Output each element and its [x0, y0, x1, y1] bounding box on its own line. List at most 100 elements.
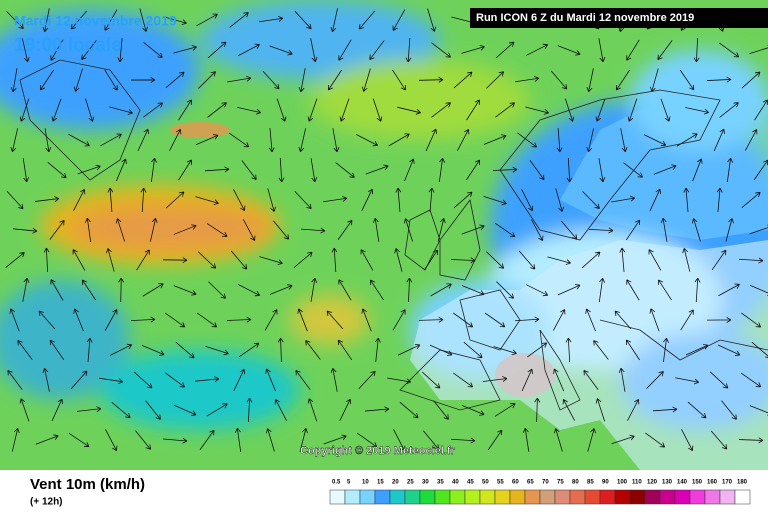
- wind-arrow: [163, 16, 187, 25]
- wind-arrow: [749, 405, 768, 416]
- wind-arrow: [137, 128, 149, 152]
- wind-arrow: [49, 220, 65, 240]
- wind-arrow: [562, 399, 575, 421]
- wind-arrow: [461, 44, 485, 54]
- wind-arrow: [581, 251, 601, 269]
- wind-arrow: [495, 102, 515, 118]
- wind-arrow: [238, 342, 260, 358]
- wind-arrow: [682, 248, 691, 272]
- wind-arrow: [310, 38, 318, 63]
- wind-arrow: [72, 249, 86, 271]
- wind-arrow: [104, 69, 118, 91]
- wind-arrow: [560, 220, 578, 240]
- wind-arrow: [461, 285, 485, 296]
- wind-arrow: [431, 102, 451, 118]
- wind-arrow: [165, 372, 186, 388]
- wind-arrow: [369, 40, 385, 60]
- wind-arrow: [337, 339, 353, 361]
- wind-arrow: [196, 13, 218, 27]
- wind-arrow: [598, 158, 606, 183]
- legend-label: 170: [722, 480, 733, 486]
- wind-arrow: [274, 399, 287, 421]
- wind-arrow: [553, 368, 565, 392]
- wind-arrow: [593, 340, 609, 360]
- wind-arrow: [164, 312, 186, 328]
- wind-arrow: [233, 189, 246, 212]
- wind-arrow: [77, 406, 102, 413]
- wind-arrow: [495, 41, 515, 59]
- wind-arrow: [169, 128, 182, 151]
- wind-arrow: [484, 312, 506, 328]
- wind-arrow: [49, 339, 65, 361]
- wind-arrow: [173, 285, 197, 296]
- wind-arrow: [653, 164, 677, 175]
- wind-arrow: [387, 377, 412, 385]
- legend-label: 80: [572, 480, 579, 486]
- wind-arrow: [453, 372, 474, 388]
- wind-arrow: [358, 10, 376, 30]
- wind-arrow: [566, 157, 573, 183]
- wind-arrow: [198, 251, 217, 269]
- wind-arrow: [227, 75, 252, 83]
- wind-arrow: [614, 310, 632, 330]
- wind-arrow: [173, 224, 197, 235]
- wind-arrow: [648, 249, 662, 271]
- wind-arrow: [21, 38, 30, 62]
- legend: 0.5 5 10 15 20 25 30 35 40 45 50 55 60 65 70 75 80 85 90 10…: [329, 480, 751, 505]
- wind-arrow: [228, 132, 250, 148]
- wind-arrow: [145, 400, 161, 420]
- copyright: Copyright © 2019 Meteociel.fr: [300, 445, 456, 457]
- footer-title: Vent 10m (km/h): [30, 476, 145, 493]
- wind-arrow: [238, 284, 261, 297]
- wind-arrow: [693, 37, 700, 63]
- legend-swatch: [329, 489, 346, 505]
- wind-arrow: [685, 344, 709, 356]
- wind-arrow: [268, 128, 275, 153]
- legend-swatch: [344, 489, 361, 505]
- wind-arrow: [297, 308, 308, 332]
- wind-arrow: [526, 43, 549, 56]
- legend-label: 0.5: [332, 480, 341, 486]
- wind-arrow: [525, 106, 549, 115]
- wind-arrow: [588, 227, 614, 234]
- wind-arrow: [293, 251, 313, 269]
- wind-arrow: [453, 71, 473, 89]
- wind-arrow: [645, 432, 666, 448]
- wind-arrow: [136, 249, 150, 271]
- wind-arrow: [330, 367, 338, 392]
- wind-arrow: [450, 257, 476, 264]
- wind-arrow: [660, 98, 671, 122]
- wind-arrow: [397, 106, 421, 115]
- wind-arrow: [10, 128, 18, 152]
- wind-arrow: [374, 337, 381, 362]
- wind-arrow: [626, 279, 640, 301]
- wind-arrow: [19, 98, 30, 122]
- wind-arrow: [709, 371, 729, 389]
- wind-arrow: [178, 99, 192, 121]
- wind-arrow: [109, 106, 133, 115]
- wind-arrow: [295, 369, 311, 390]
- wind-arrow: [278, 157, 285, 183]
- wind-arrow: [68, 432, 90, 448]
- wind-arrow: [237, 106, 261, 115]
- wind-arrow: [660, 217, 668, 242]
- wind-arrow: [99, 377, 124, 385]
- wind-arrow: [326, 310, 344, 330]
- wind-arrow: [585, 308, 596, 332]
- wind-arrow: [550, 70, 568, 90]
- wind-arrow: [518, 250, 536, 270]
- wind-arrow: [372, 98, 383, 122]
- wind-arrow: [514, 316, 540, 323]
- wind-arrow: [457, 129, 470, 151]
- wind-arrow: [738, 437, 764, 444]
- wind-arrow: [679, 69, 695, 91]
- legend-label: 75: [557, 480, 564, 486]
- wind-arrow: [486, 71, 504, 89]
- wind-arrow: [81, 279, 97, 301]
- wind-arrow: [207, 102, 227, 118]
- wind-arrow: [681, 429, 694, 452]
- wind-arrow: [267, 188, 276, 212]
- wind-arrow: [130, 77, 156, 83]
- wind-arrow: [392, 309, 406, 331]
- wind-arrow: [522, 427, 530, 452]
